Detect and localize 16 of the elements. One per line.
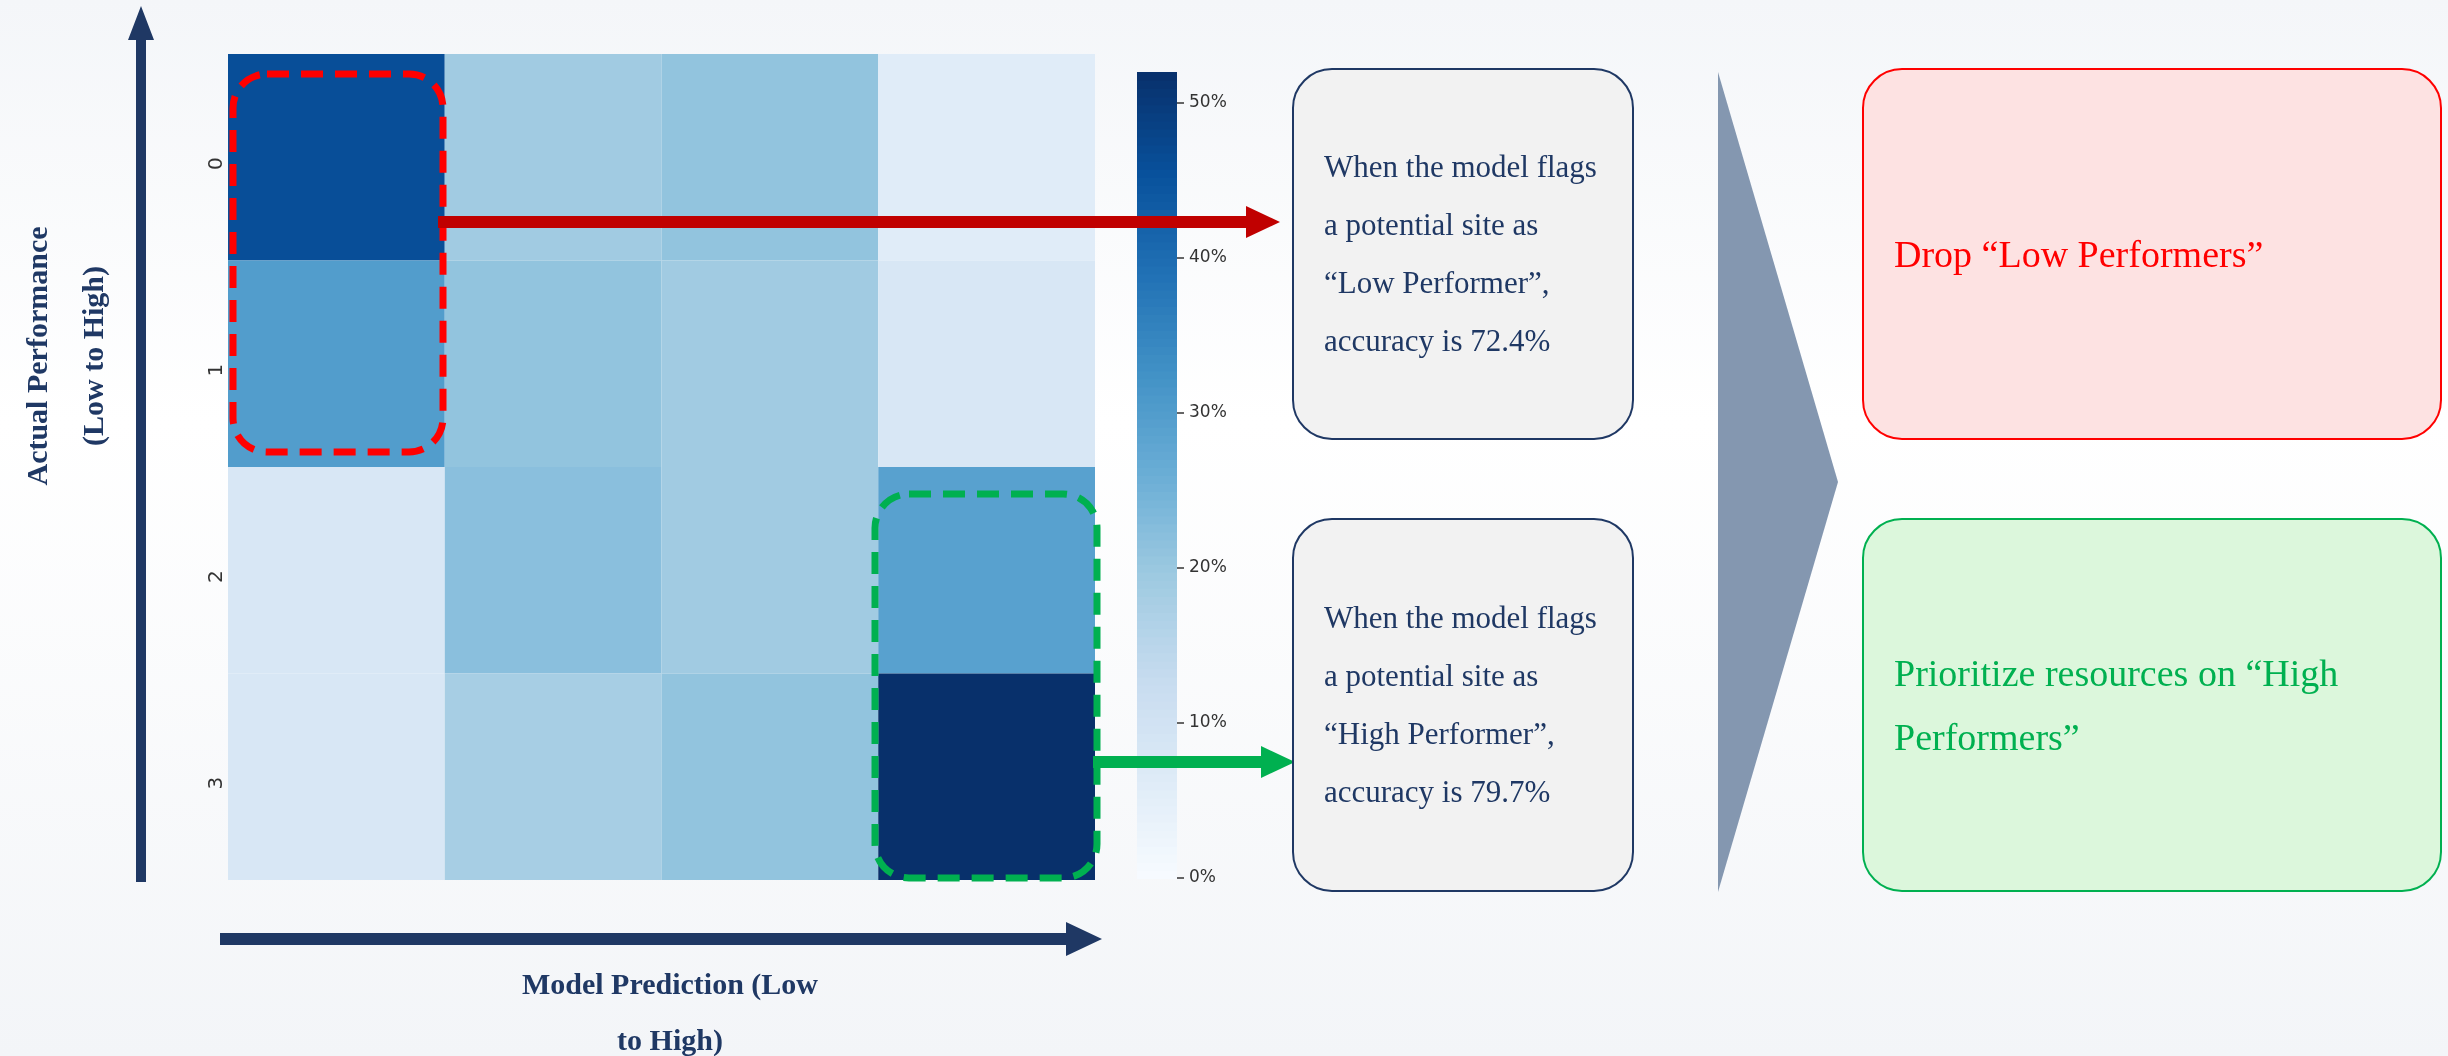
color-bar-label: 50% <box>1189 91 1227 112</box>
x-axis-title: Model Prediction (Low to High) <box>520 966 820 1056</box>
y-tick-label: 3 <box>203 776 228 790</box>
color-bar-label: 40% <box>1189 246 1227 267</box>
color-bar-label: 10% <box>1189 711 1227 732</box>
color-bar-label: 0% <box>1189 866 1216 887</box>
text: When the model flags a potential site as “High Performer”, accuracy is 79.7% <box>1324 599 1598 811</box>
text: Drop “Low Performers” <box>1894 232 2264 277</box>
color-bar-label: 30% <box>1189 401 1227 422</box>
y-tick-label: 1 <box>203 363 228 377</box>
text: When the model flags a potential site as “Low Performer”, accuracy is 72.4% <box>1324 148 1598 360</box>
text: Prioritize resources on “High Performers” <box>1894 651 2340 760</box>
y-tick-label: 0 <box>203 157 228 170</box>
y-tick-label: 2 <box>203 570 228 583</box>
y-axis-title: Actual Performance (Low to High) <box>19 225 110 488</box>
color-bar-label: 20% <box>1189 556 1227 577</box>
